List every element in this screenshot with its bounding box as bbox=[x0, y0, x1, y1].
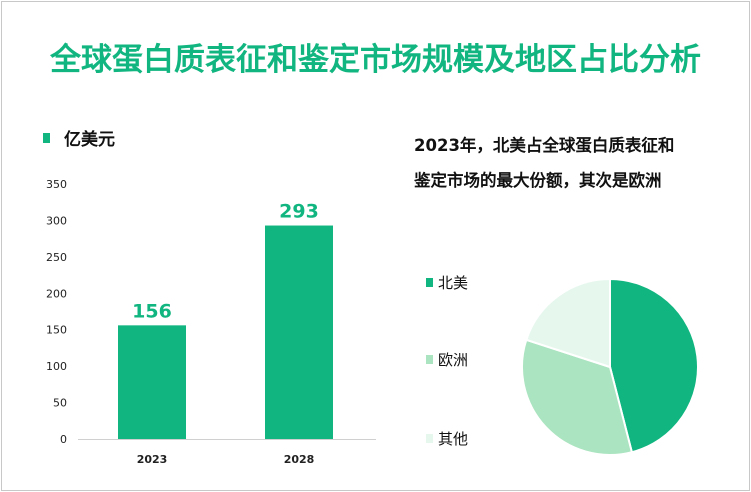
pie-annotation: 2023年，北美占全球蛋白质表征和 鉴定市场的最大份额，其次是欧洲 bbox=[414, 128, 724, 198]
legend-swatch bbox=[426, 278, 433, 287]
x-tick-label: 2028 bbox=[284, 453, 315, 466]
bar-legend: 亿美元 bbox=[43, 125, 115, 150]
y-tick-label: 250 bbox=[46, 251, 67, 264]
legend-label: 欧洲 bbox=[438, 351, 469, 369]
data-label: 293 bbox=[279, 201, 319, 223]
legend-label: 其他 bbox=[438, 430, 469, 448]
y-tick-label: 200 bbox=[46, 287, 67, 300]
legend-label: 亿美元 bbox=[64, 130, 115, 150]
annotation-line-1: 2023年，北美占全球蛋白质表征和 bbox=[414, 136, 675, 155]
bar-2023 bbox=[118, 325, 186, 439]
y-tick-label: 150 bbox=[46, 324, 67, 337]
bar-2028 bbox=[265, 225, 333, 439]
pie-slice-欧洲 bbox=[521, 338, 634, 456]
y-tick-label: 0 bbox=[60, 433, 67, 446]
pie-legend-europe: 欧洲 bbox=[426, 349, 468, 370]
legend-swatch bbox=[426, 434, 433, 443]
pie-legend-other: 其他 bbox=[426, 428, 468, 449]
y-tick-label: 300 bbox=[46, 214, 67, 227]
legend-label: 北美 bbox=[438, 274, 469, 292]
y-tick-label: 350 bbox=[46, 178, 67, 191]
x-tick-label: 2023 bbox=[137, 453, 168, 466]
y-tick-label: 100 bbox=[46, 360, 67, 373]
pie-slice-其他 bbox=[525, 277, 611, 369]
chart-title: 全球蛋白质表征和鉴定市场规模及地区占比分析 bbox=[50, 42, 701, 78]
annotation-line-2: 鉴定市场的最大份额，其次是欧洲 bbox=[414, 171, 662, 190]
pie-legend-north-america: 北美 bbox=[426, 272, 468, 293]
pie-slice-北美 bbox=[609, 277, 699, 454]
data-label: 156 bbox=[132, 300, 172, 322]
y-tick-label: 50 bbox=[53, 397, 67, 410]
legend-swatch bbox=[43, 132, 50, 143]
legend-swatch bbox=[426, 355, 433, 364]
